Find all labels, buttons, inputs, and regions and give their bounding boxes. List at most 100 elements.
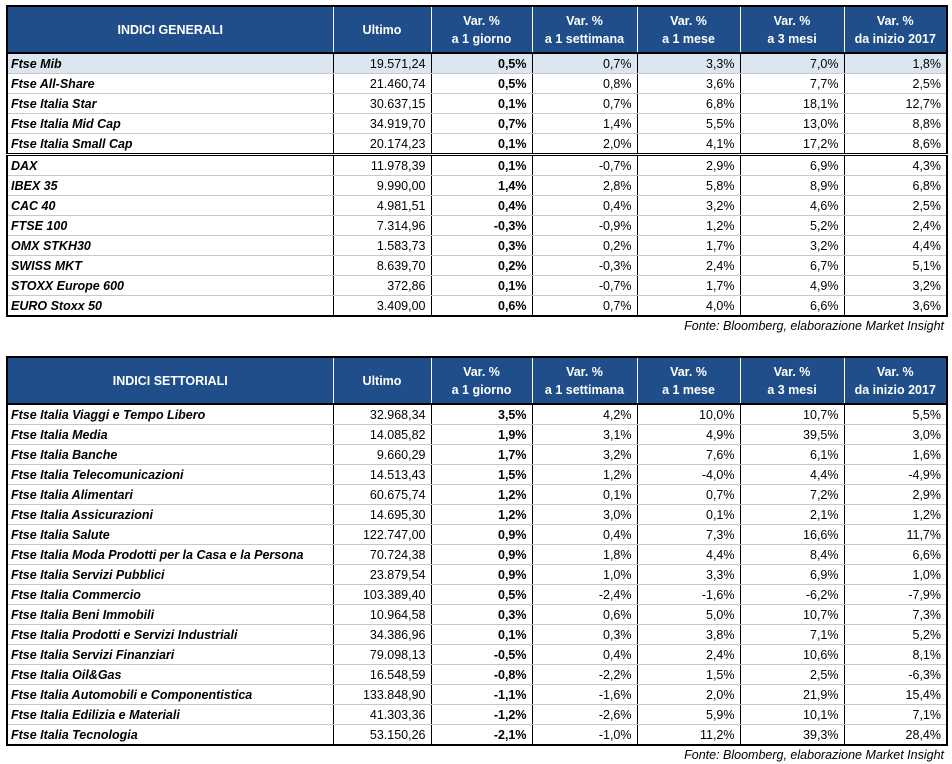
cell-value: 5,5% [636,113,740,134]
cell-value: 4,4% [739,464,844,485]
cell-value: 28,4% [843,724,947,746]
column-header: Var. % a 3 mesi [739,356,845,405]
row: Ftse Italia Servizi Pubblici 23.879,54 0,9… [6,564,947,585]
column-header-line: Var. % [773,13,811,28]
index-name: Ftse Italia Mid Cap [6,113,333,134]
cell-value: 2,4% [843,215,947,236]
cell-value: 1,7% [430,444,532,465]
cell-value: 0,4% [430,195,532,216]
cell-value: 0,1% [430,153,532,176]
row: DAX 11.978,39 0,1% -0,7% 2,9% 6,9% 4,3% [6,153,947,176]
index-name: Ftse Italia Prodotti e Servizi Industria… [6,624,333,645]
index-name: STOXX Europe 600 [6,275,333,296]
column-header: Var. % a 1 settimana [531,356,638,405]
index-name: IBEX 35 [6,175,333,196]
cell-value: 1,4% [430,175,532,196]
cell-value: 1,2% [636,215,740,236]
cell-value: 0,1% [430,275,532,296]
cell-value: 2,0% [531,133,637,155]
cell-value: 70.724,38 [332,544,431,565]
cell-value: 1,2% [531,464,637,485]
cell-value: 5,0% [636,604,740,625]
index-name: Ftse Italia Moda Prodotti per la Casa e … [6,544,333,565]
row: Ftse Italia Mid Cap 34.919,70 0,7% 1,4% 5,5%… [6,113,947,134]
row: CAC 40 4.981,51 0,4% 0,4% 3,2% 4,6% 2,5% [6,195,947,216]
cell-value: 0,9% [430,544,532,565]
cell-value: 21,9% [739,684,844,705]
cell-value: 0,5% [430,584,532,605]
cell-value: -4,9% [843,464,947,485]
cell-value: 0,3% [430,604,532,625]
cell-value: 8,1% [843,644,947,665]
cell-value: 5,9% [636,704,740,725]
cell-value: 1,7% [636,235,740,256]
cell-value: 4,1% [636,133,740,155]
cell-value: -1,0% [531,724,637,746]
cell-value: 6,6% [739,295,844,317]
cell-value: 1,9% [430,424,532,445]
row: SWISS MKT 8.639,70 0,2% -0,3% 2,4% 6,7% 5,1% [6,255,947,276]
cell-value: -0,7% [531,275,637,296]
cell-value: 122.747,00 [332,524,431,545]
index-name: EURO Stoxx 50 [6,295,333,317]
cell-value: 3,0% [843,424,947,445]
index-name: Ftse Italia Salute [6,524,333,545]
cell-value: 3,2% [843,275,947,296]
index-name: Ftse Italia Servizi Finanziari [6,644,333,665]
column-header: Ultimo [332,356,432,405]
cell-value: 23.879,54 [332,564,431,585]
column-header: Var. % a 3 mesi [739,5,845,54]
cell-value: 4,9% [739,275,844,296]
index-name: Ftse Italia Viaggi e Tempo Libero [6,403,333,425]
cell-value: -2,4% [531,584,637,605]
cell-value: 39,3% [739,724,844,746]
cell-value: -1,6% [531,684,637,705]
cell-value: 2,1% [739,504,844,525]
cell-value: 32.968,34 [332,403,431,425]
cell-value: 0,3% [531,624,637,645]
index-name: Ftse Italia Automobili e Componentistica [6,684,333,705]
cell-value: 4,0% [636,295,740,317]
column-header: Var. % a 1 mese [636,356,741,405]
index-name: Ftse Italia Small Cap [6,133,333,155]
cell-value: 0,1% [636,504,740,525]
cell-value: 1,7% [636,275,740,296]
cell-value: -2,1% [430,724,532,746]
row: Ftse Italia Media 14.085,82 1,9% 3,1% 4,9% 39… [6,424,947,445]
index-name: FTSE 100 [6,215,333,236]
cell-value: 39,5% [739,424,844,445]
cell-value: -0,8% [430,664,532,685]
cell-value: 10,1% [739,704,844,725]
cell-value: 4,9% [636,424,740,445]
cell-value: 16,6% [739,524,844,545]
cell-value: 41.303,36 [332,704,431,725]
cell-value: 2,9% [843,484,947,505]
cell-value: 0,7% [531,93,637,114]
row: Ftse Italia Oil&Gas 16.548,59 -0,8% -2,2% 1,… [6,664,947,685]
row: FTSE 100 7.314,96 -0,3% -0,9% 1,2% 5,2% 2,4% [6,215,947,236]
index-name: Ftse All-Share [6,73,333,94]
cell-value: 9.990,00 [332,175,431,196]
column-header-line: Var. % [566,13,603,28]
cell-value: 14.085,82 [332,424,431,445]
cell-value: -0,3% [430,215,532,236]
row: OMX STKH30 1.583,73 0,3% 0,2% 1,7% 3,2% 4,4% [6,235,947,256]
cell-value: 7,3% [843,604,947,625]
cell-value: 5,1% [843,255,947,276]
column-header: Var. % a 1 settimana [531,5,638,54]
cell-value: 0,4% [531,524,637,545]
index-name: SWISS MKT [6,255,333,276]
row: IBEX 35 9.990,00 1,4% 2,8% 5,8% 8,9% 6,8% [6,175,947,196]
header-title: INDICI SETTORIALI [6,356,334,405]
index-name: Ftse Italia Assicurazioni [6,504,333,525]
cell-value: 8,9% [739,175,844,196]
row: Ftse Italia Servizi Finanziari 79.098,13-… [6,644,947,665]
column-header-line: Var. % [876,364,914,379]
cell-value: 0,3% [430,235,532,256]
cell-value: 7.314,96 [332,215,431,236]
index-name: OMX STKH30 [6,235,333,256]
cell-value: 34.386,96 [332,624,431,645]
index-name: Ftse Italia Telecomunicazioni [6,464,333,485]
cell-value: 1.583,73 [332,235,431,256]
